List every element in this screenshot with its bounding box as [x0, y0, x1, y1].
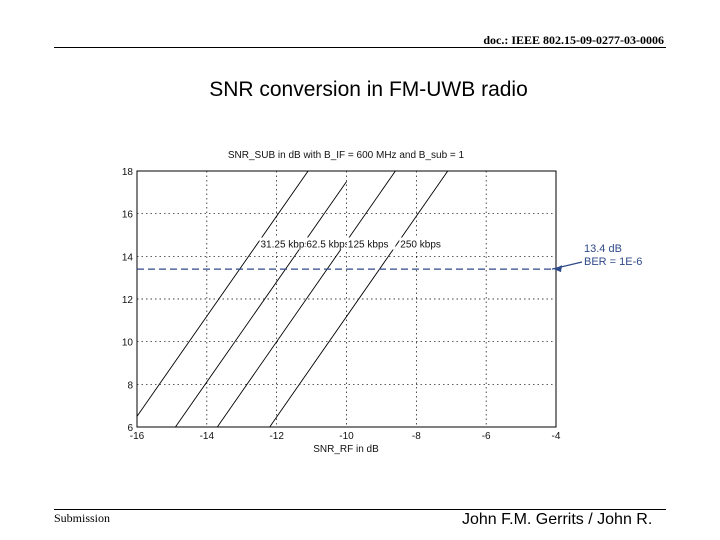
x-tick-label: -10 — [339, 431, 354, 442]
y-tick-label: 8 — [127, 380, 133, 391]
y-tick-label: 10 — [122, 338, 134, 349]
callout-arrowhead — [554, 265, 562, 273]
slide-title: SNR conversion in FM-UWB radio — [209, 78, 528, 101]
series-lines — [136, 170, 449, 428]
chart-title: SNR_SUB in dB with B_IF = 600 MHz and B_… — [228, 150, 465, 161]
footer-author: John F.M. Gerrits / John R. — [462, 511, 653, 528]
y-tick-label: 6 — [127, 423, 133, 434]
series-label-background — [305, 237, 360, 250]
x-tick-label: -16 — [130, 431, 145, 442]
x-tick-label: -14 — [200, 431, 215, 442]
series-label-background — [346, 237, 396, 250]
document-id: doc.: IEEE 802.15-09-0277-03-0006 — [483, 33, 664, 47]
series-line — [136, 170, 309, 417]
footer-rule — [54, 509, 666, 510]
series-line — [175, 181, 347, 428]
series-label: 62.5 kbps — [306, 240, 349, 251]
y-tick-label: 16 — [122, 210, 134, 221]
axis-ticks: -16 -14 -12 -10 -8 -6 -4 6 8 10 12 14 16 18 — [122, 167, 561, 442]
series-line — [269, 170, 449, 428]
series-label-background — [259, 237, 320, 250]
x-tick-label: -8 — [412, 431, 421, 442]
footer-submission: Submission — [54, 511, 111, 525]
series-label: 125 kbps — [348, 240, 389, 251]
y-tick-label: 14 — [122, 252, 134, 263]
series-label-background — [399, 237, 448, 250]
y-tick-label: 18 — [122, 167, 134, 178]
x-tick-label: -12 — [269, 431, 284, 442]
series-line — [216, 170, 396, 428]
callout-ber-value: BER = 1E-6 — [584, 256, 643, 268]
x-tick-label: -4 — [552, 431, 561, 442]
y-tick-label: 12 — [122, 295, 134, 306]
callout-snr-value: 13.4 dB — [584, 243, 622, 255]
x-tick-label: -6 — [482, 431, 491, 442]
series-label: 31.25 kbps — [261, 240, 310, 251]
grid — [137, 171, 556, 427]
header-rule — [54, 47, 666, 48]
series-label: 250 kbps — [400, 240, 441, 251]
ber-callout: 13.4 dB BER = 1E-6 — [584, 243, 642, 269]
x-axis-label: SNR_RF in dB — [313, 444, 379, 455]
